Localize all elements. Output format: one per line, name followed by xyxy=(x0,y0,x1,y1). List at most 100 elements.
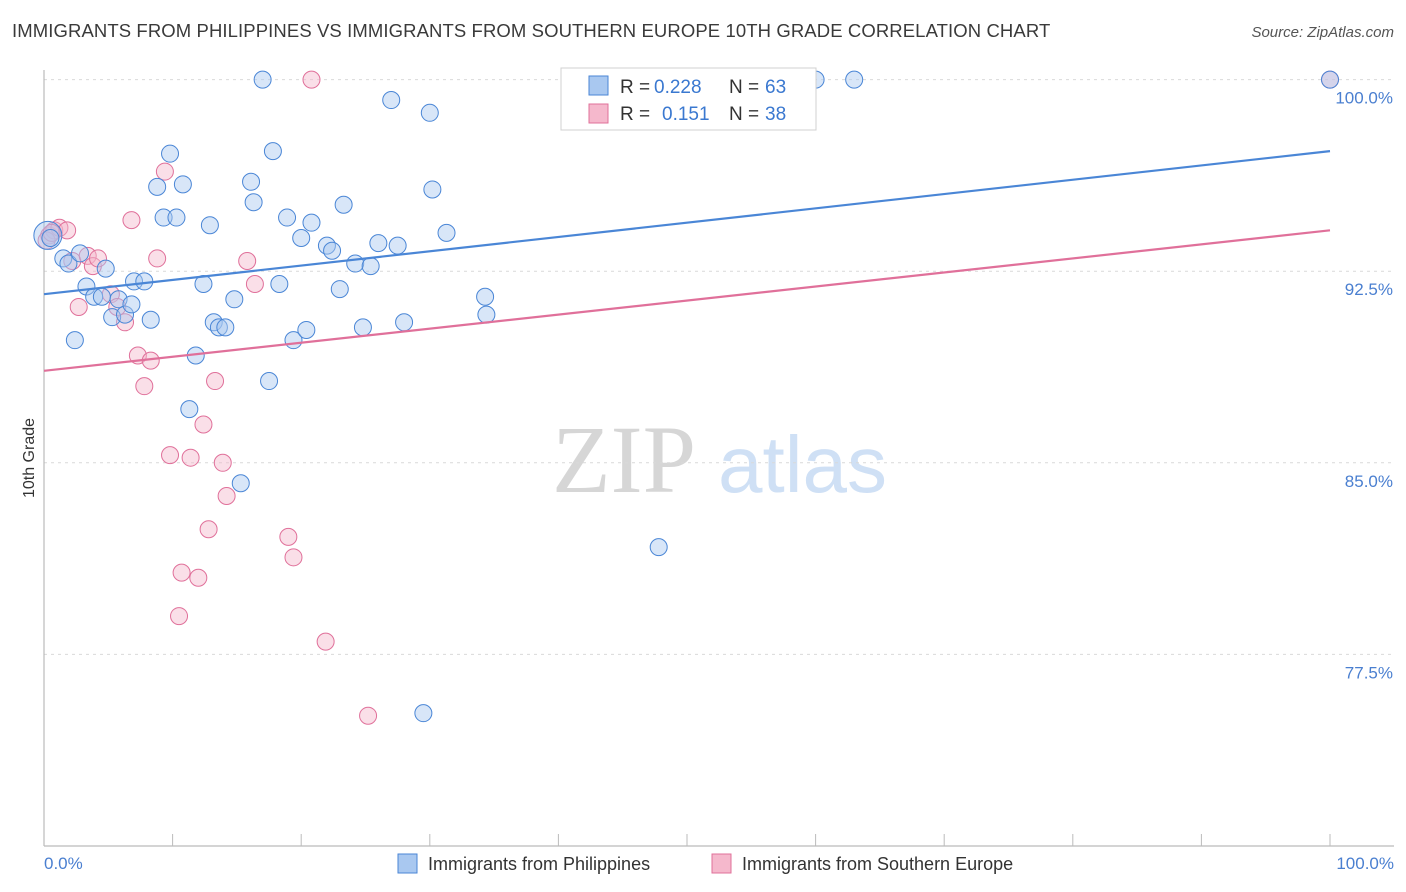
point-philippines xyxy=(388,236,407,255)
trend-lines xyxy=(43,150,1331,372)
legend-r-value-2: 0.151 xyxy=(662,104,710,125)
point-philippines xyxy=(231,474,250,493)
x-tick-label-min: 0.0% xyxy=(44,854,83,873)
point-southern-europe xyxy=(359,706,378,725)
point-southern-europe xyxy=(172,563,191,582)
point-philippines xyxy=(477,305,496,324)
legend-r-value-1: 0.228 xyxy=(654,77,702,98)
point-philippines xyxy=(244,193,263,212)
series-legend: Immigrants from Philippines Immigrants f… xyxy=(397,853,1013,874)
series-southern-europe-points xyxy=(37,70,1339,725)
stats-legend: R = 0.228 N = 63 R = 0.151 N = 38 xyxy=(560,67,817,131)
chart-title: IMMIGRANTS FROM PHILIPPINES VS IMMIGRANT… xyxy=(12,20,1051,41)
watermark-zip: ZIP xyxy=(552,406,696,513)
x-tick-label-max: 100.0% xyxy=(1336,854,1394,873)
point-philippines xyxy=(116,305,135,324)
series-philippines-points xyxy=(33,70,1339,723)
point-philippines xyxy=(59,254,78,273)
point-philippines xyxy=(845,70,864,89)
point-southern-europe xyxy=(155,162,174,181)
point-philippines xyxy=(204,313,223,332)
point-philippines xyxy=(200,216,219,235)
legend-r-label-1: R = xyxy=(620,77,650,98)
point-philippines xyxy=(361,257,380,276)
trend-line-philippines xyxy=(43,150,1331,296)
point-philippines xyxy=(141,310,160,329)
point-philippines xyxy=(216,318,235,337)
point-philippines xyxy=(260,372,279,391)
point-philippines xyxy=(173,175,192,194)
point-philippines xyxy=(476,287,495,306)
legend-n-label-1: N = xyxy=(729,77,759,98)
point-philippines xyxy=(297,320,316,339)
x-axis-ticks xyxy=(43,834,1331,846)
legend-swatch-pink xyxy=(588,103,609,124)
point-philippines xyxy=(323,241,342,260)
point-southern-europe xyxy=(284,548,303,567)
point-philippines xyxy=(122,295,141,314)
point-philippines xyxy=(225,290,244,309)
point-southern-europe xyxy=(69,297,88,316)
point-philippines xyxy=(71,244,90,263)
source-label: Source: ZipAtlas.com xyxy=(1251,24,1394,41)
y-tick-label: 77.5% xyxy=(1345,663,1393,682)
y-tick-label: 92.5% xyxy=(1345,280,1393,299)
point-southern-europe xyxy=(181,448,200,467)
point-philippines xyxy=(270,274,289,293)
point-southern-europe xyxy=(135,377,154,396)
point-philippines xyxy=(395,313,414,332)
point-southern-europe xyxy=(148,249,167,268)
legend-n-value-1: 63 xyxy=(765,77,786,98)
point-southern-europe xyxy=(316,632,335,651)
point-southern-europe xyxy=(194,415,213,434)
point-philippines xyxy=(1321,70,1339,89)
point-philippines xyxy=(253,70,272,89)
point-southern-europe xyxy=(238,251,257,270)
point-philippines xyxy=(330,280,349,299)
legend-n-value-2: 38 xyxy=(765,104,786,125)
y-tick-label: 100.0% xyxy=(1335,89,1393,108)
point-philippines xyxy=(92,287,111,306)
point-philippines xyxy=(54,249,73,268)
watermark-atlas: atlas xyxy=(718,420,887,509)
point-southern-europe xyxy=(189,568,208,587)
point-philippines xyxy=(317,236,336,255)
point-philippines xyxy=(180,400,199,419)
point-philippines xyxy=(263,142,282,161)
point-southern-europe xyxy=(206,372,225,391)
point-southern-europe xyxy=(122,211,141,230)
legend-swatch-philippines xyxy=(397,853,418,874)
point-southern-europe xyxy=(58,221,77,240)
point-southern-europe xyxy=(199,520,218,539)
point-philippines xyxy=(420,103,439,122)
y-axis-label: 10th Grade xyxy=(21,418,38,498)
point-philippines xyxy=(414,704,433,723)
point-southern-europe xyxy=(170,607,189,626)
point-philippines xyxy=(65,331,84,350)
point-philippines xyxy=(302,213,321,232)
point-southern-europe xyxy=(245,274,264,293)
point-philippines xyxy=(242,172,261,191)
point-philippines xyxy=(353,318,372,337)
legend-r-label-2: R = xyxy=(620,104,650,125)
point-philippines xyxy=(167,208,186,227)
point-southern-europe xyxy=(213,453,232,472)
point-philippines xyxy=(96,259,115,278)
point-philippines xyxy=(154,208,173,227)
point-southern-europe xyxy=(108,297,127,316)
point-southern-europe xyxy=(89,249,108,268)
watermark: ZIP atlas xyxy=(552,406,887,513)
legend-swatch-blue xyxy=(588,75,609,96)
point-philippines xyxy=(423,180,442,199)
legend-n-label-2: N = xyxy=(729,104,759,125)
point-philippines xyxy=(148,177,167,196)
point-southern-europe xyxy=(279,527,298,546)
legend-label-southern-europe: Immigrants from Southern Europe xyxy=(742,854,1013,874)
point-philippines xyxy=(649,538,668,557)
legend-swatch-southern-europe xyxy=(711,853,732,874)
point-philippines xyxy=(209,318,228,337)
point-philippines xyxy=(334,195,353,214)
point-philippines xyxy=(369,234,388,253)
point-southern-europe xyxy=(217,487,236,506)
